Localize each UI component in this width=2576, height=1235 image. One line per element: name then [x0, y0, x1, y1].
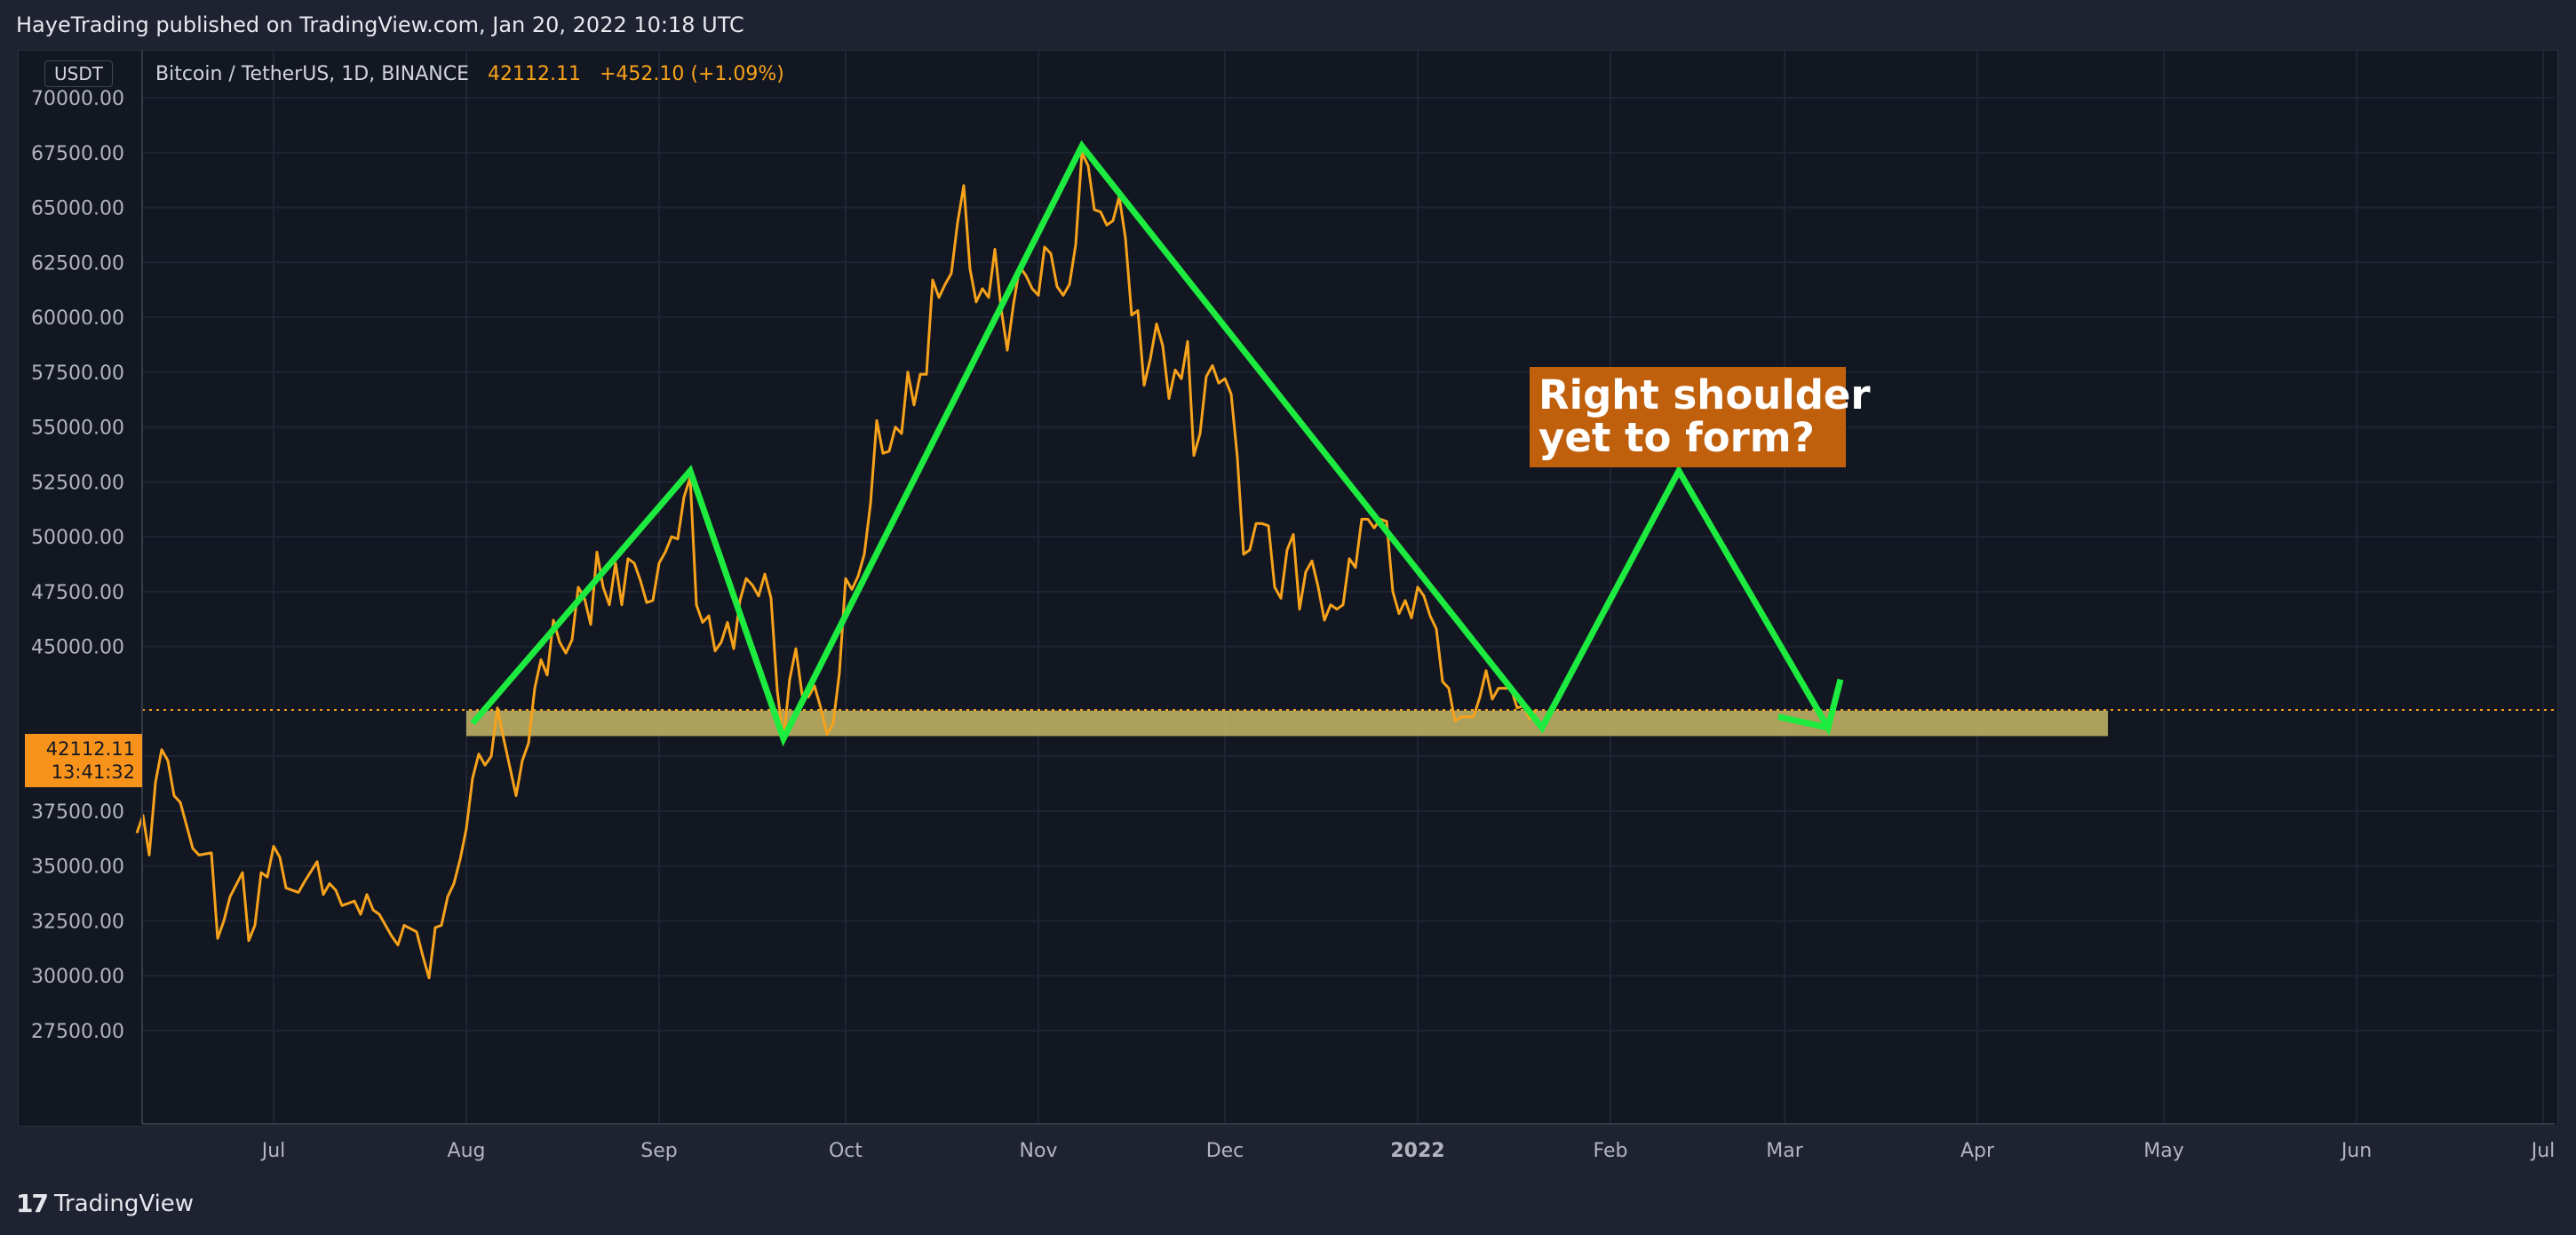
- publisher-line: HayeTrading published on TradingView.com…: [16, 12, 744, 37]
- x-tick-label: Jun: [2340, 1140, 2372, 1162]
- x-tick-label: Oct: [829, 1140, 863, 1162]
- x-tick-label: Jul: [260, 1140, 286, 1162]
- annotation-box[interactable]: Right shoulder yet to form?: [1530, 367, 1871, 467]
- last-price: 42112.11: [488, 63, 581, 85]
- y-tick-label: 52500.00: [31, 472, 124, 494]
- y-tick-label: 35000.00: [31, 857, 124, 879]
- x-tick-label: 2022: [1390, 1140, 1444, 1162]
- currency-badge[interactable]: USDT: [44, 60, 113, 87]
- arrow-head-icon: [1777, 713, 1829, 731]
- y-tick-label: 62500.00: [31, 252, 124, 275]
- x-tick-label: Sep: [640, 1140, 677, 1162]
- tradingview-logo-icon: 17: [16, 1189, 49, 1218]
- y-tick-label: 37500.00: [31, 801, 124, 824]
- y-tick-label: 30000.00: [31, 966, 124, 988]
- price-line-layer: [135, 151, 1538, 980]
- price-tag-value: 42112.11: [45, 738, 135, 760]
- x-tick-label: Dec: [1206, 1140, 1244, 1162]
- symbol-legend[interactable]: Bitcoin / TetherUS, 1D, BINANCE 42112.11…: [155, 63, 784, 85]
- y-tick-label: 57500.00: [31, 363, 124, 385]
- last-price-tag: 42112.11 13:41:32: [25, 734, 142, 787]
- btc-price-line: [135, 151, 1538, 980]
- y-tick-label: 60000.00: [31, 307, 124, 330]
- y-tick-label: 50000.00: [31, 527, 124, 549]
- annotation-line-2: yet to form?: [1538, 414, 1815, 461]
- x-tick-label: Nov: [1020, 1140, 1058, 1162]
- y-tick-label: 27500.00: [31, 1021, 124, 1043]
- pattern-layer: [470, 139, 1844, 747]
- y-tick-label: 32500.00: [31, 911, 124, 933]
- grid-layer: [142, 51, 2555, 1124]
- annotation-line-1: Right shoulder: [1538, 371, 1871, 418]
- support-zone-layer: [142, 708, 2555, 737]
- axis-layer: Jul Aug Sep Oct Nov Dec 2022 Feb Mar Apr May Jun Jul…: [31, 51, 2555, 1162]
- y-tick-label: 45000.00: [31, 637, 124, 659]
- x-tick-label: Feb: [1594, 1140, 1628, 1162]
- y-tick-label: 70000.00: [31, 88, 124, 110]
- head-and-shoulders-pattern: [470, 139, 1844, 747]
- chart-frame[interactable]: [18, 50, 2558, 1127]
- x-tick-label: Aug: [448, 1140, 486, 1162]
- price-change: +452.10 (+1.09%): [600, 63, 784, 85]
- brand-label: TradingView: [53, 1190, 195, 1217]
- tradingview-brand[interactable]: 17 TradingView: [16, 1189, 194, 1218]
- y-tick-label: 55000.00: [31, 418, 124, 440]
- support-zone: [466, 710, 2108, 737]
- x-tick-label: Apr: [1960, 1140, 1995, 1162]
- x-tick-label: Mar: [1766, 1140, 1803, 1162]
- y-tick-label: 47500.00: [31, 582, 124, 604]
- y-tick-label: 67500.00: [31, 143, 124, 165]
- y-tick-label: 65000.00: [31, 198, 124, 220]
- price-tag-countdown: 13:41:32: [51, 761, 135, 783]
- x-tick-label: May: [2143, 1140, 2183, 1162]
- symbol-label: Bitcoin / TetherUS, 1D, BINANCE: [155, 63, 470, 85]
- x-tick-label: Jul: [2530, 1140, 2556, 1162]
